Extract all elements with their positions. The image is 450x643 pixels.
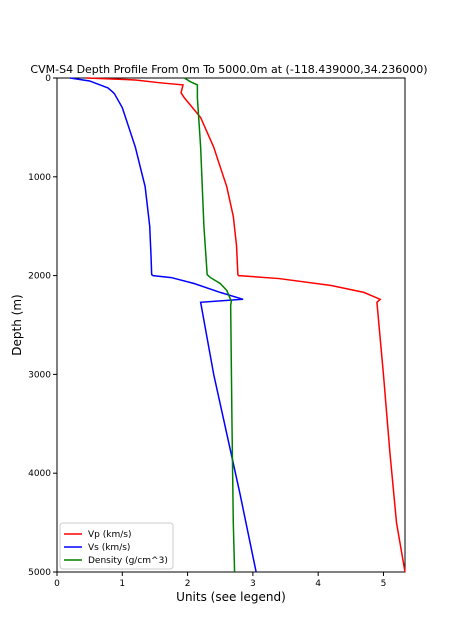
x-axis-label: Units (see legend) — [176, 590, 286, 604]
y-tick-label-1: 1000 — [28, 173, 51, 183]
legend-label-2: Density (g/cm^3) — [88, 556, 168, 566]
series-line-2 — [183, 77, 236, 573]
series-line-0 — [86, 77, 406, 573]
x-axis-ticks: 0 1 2 3 4 5 — [54, 572, 386, 589]
legend-label-0: Vp (km/s) — [88, 530, 131, 540]
y-tick-label-4: 4000 — [28, 469, 51, 479]
plot-frame — [56, 77, 406, 573]
series-layer — [69, 77, 406, 573]
x-tick-label-5: 5 — [381, 579, 387, 589]
x-tick-label-0: 0 — [54, 579, 60, 589]
y-axis-ticks: 0 1000 2000 3000 4000 5000 — [28, 74, 57, 578]
x-tick-label-1: 1 — [119, 579, 125, 589]
legend-box — [59, 522, 174, 570]
y-tick-label-3: 3000 — [28, 370, 51, 380]
x-tick-label-4: 4 — [315, 579, 321, 589]
chart-title: CVM-S4 Depth Profile From 0m To 5000.0m … — [30, 63, 427, 76]
y-tick-label-2: 2000 — [28, 272, 51, 282]
legend-label-1: Vs (km/s) — [88, 543, 130, 553]
x-tick-label-3: 3 — [250, 579, 256, 589]
chart-legend: Vp (km/s) Vs (km/s) Density (g/cm^3) — [59, 522, 174, 570]
series-line-1 — [69, 77, 257, 573]
y-axis-label: Depth (m) — [10, 294, 24, 355]
legend-items: Vp (km/s) Vs (km/s) Density (g/cm^3) — [64, 530, 168, 566]
y-tick-label-5: 5000 — [28, 568, 51, 578]
x-tick-label-2: 2 — [185, 579, 191, 589]
y-tick-label-0: 0 — [45, 74, 51, 84]
